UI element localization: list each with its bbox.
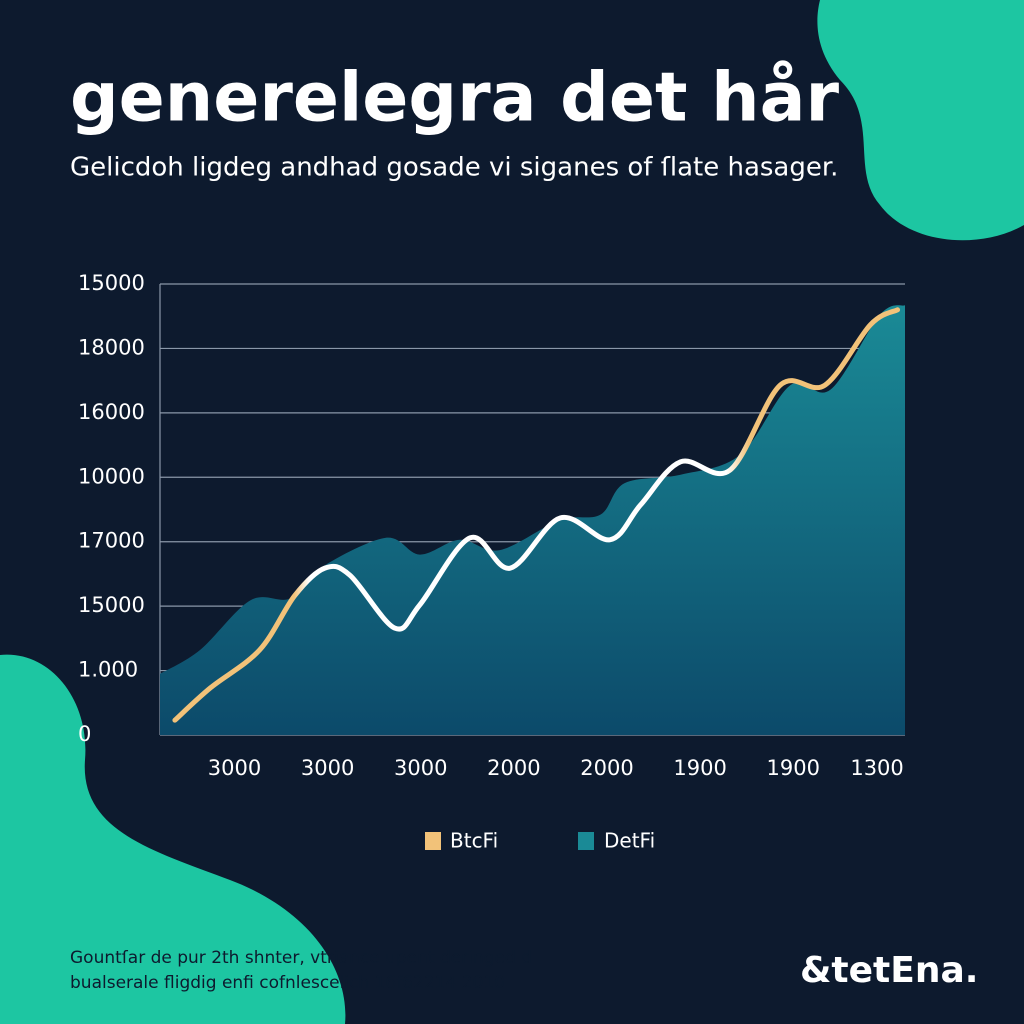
y-tick-label: 15000 — [78, 593, 145, 617]
line — [172, 307, 901, 723]
x-tick-label: 3000 — [301, 756, 354, 780]
y-tick-label: 18000 — [78, 335, 145, 359]
x-tick-label: 1900 — [673, 756, 726, 780]
legend-swatch — [578, 832, 594, 850]
x-tick-label: 3000 — [394, 756, 447, 780]
chart-title: generelegra det hår — [70, 59, 839, 138]
blob-bottom-left — [0, 654, 346, 1024]
legend-swatch — [425, 832, 441, 850]
y-tick-label: 16000 — [78, 400, 145, 424]
y-tick-label: 17000 — [78, 529, 145, 553]
x-tick-label: 1300 — [850, 756, 903, 780]
y-tick-label: 0 — [78, 722, 91, 746]
plot: 0 1.000 15000 17000 10000 16000 18000 15000 3000… — [78, 271, 905, 780]
legend-label: BtcFi — [450, 829, 498, 853]
legend-label: DetFi — [604, 829, 655, 853]
x-tick-label: 1900 — [767, 756, 820, 780]
blob-top-right — [817, 0, 1024, 241]
x-tick-label: 2000 — [580, 756, 633, 780]
brand-logo: &tetEna. — [800, 950, 978, 991]
footnote: Gountſar de pur 2th shnter, vtriance upe… — [70, 948, 532, 968]
area — [160, 305, 905, 735]
y-tick-label: 1.000 — [78, 658, 138, 682]
y-tick-label: 15000 — [78, 271, 145, 295]
footnote: bualserale fligdig enfi cofnlescelich 16… — [70, 973, 505, 993]
x-tick-label: 3000 — [208, 756, 261, 780]
subtitle: Gelicdoh ligdeg andhad gosade vi siganes… — [70, 153, 838, 183]
x-tick-label: 2000 — [487, 756, 540, 780]
y-tick-label: 10000 — [78, 464, 145, 488]
